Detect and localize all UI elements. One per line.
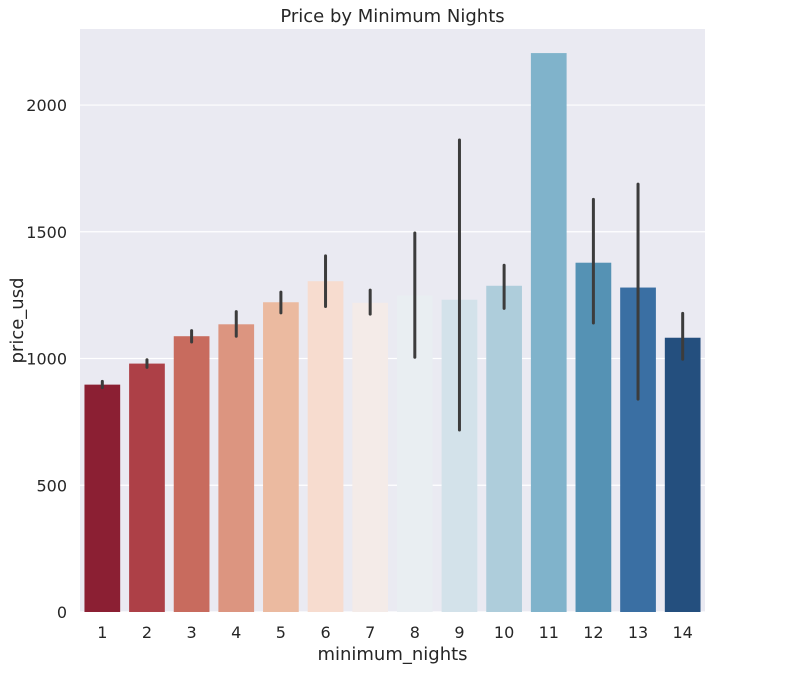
y-tick-labels: 0 500 1000 1500 2000 [26, 96, 67, 622]
x-tick-label: 2 [142, 623, 152, 642]
x-tick-label: 12 [583, 623, 603, 642]
y-tick-label: 1500 [26, 223, 67, 242]
bar-4 [218, 324, 255, 612]
bar-11 [530, 53, 567, 612]
x-tick-label: 11 [539, 623, 559, 642]
x-tick-label: 14 [672, 623, 692, 642]
bar-6 [307, 281, 344, 612]
chart-title: Price by Minimum Nights [280, 6, 504, 27]
y-tick-label: 500 [36, 476, 67, 495]
y-tick-label: 0 [57, 603, 67, 622]
bar-14 [664, 337, 701, 612]
x-tick-label: 10 [494, 623, 514, 642]
error-bars [100, 138, 685, 432]
x-tick-label: 8 [410, 623, 420, 642]
y-tick-label: 1000 [26, 350, 67, 369]
x-tick-label: 4 [231, 623, 241, 642]
bars [84, 53, 701, 612]
x-tick-label: 3 [187, 623, 197, 642]
x-tick-label: 6 [320, 623, 330, 642]
bar-3 [173, 336, 210, 612]
x-tick-label: 9 [454, 623, 464, 642]
x-tick-label: 13 [628, 623, 648, 642]
y-tick-label: 2000 [26, 96, 67, 115]
bar-5 [263, 302, 299, 612]
bar-1 [84, 384, 121, 612]
x-tick-label: 5 [276, 623, 286, 642]
x-axis-label: minimum_nights [317, 644, 467, 665]
x-tick-labels: 1 2 3 4 5 6 7 8 9 10 11 12 13 14 [97, 623, 693, 642]
bar-10 [486, 285, 522, 612]
bar-2 [129, 363, 165, 612]
x-tick-label: 1 [97, 623, 107, 642]
bar-7 [352, 302, 389, 612]
y-axis-label: price_usd [7, 277, 28, 363]
x-tick-label: 7 [365, 623, 375, 642]
